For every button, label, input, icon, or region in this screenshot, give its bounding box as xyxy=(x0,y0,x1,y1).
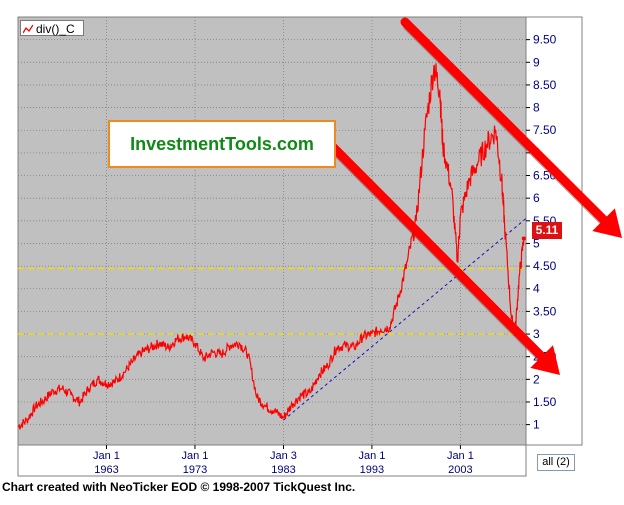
x-tick-label-year: 2003 xyxy=(448,464,472,476)
last-point xyxy=(521,236,526,241)
y-tick-label: 1 xyxy=(533,418,540,432)
y-tick-label: 8.50 xyxy=(533,78,557,92)
y-tick-label: 2 xyxy=(533,372,540,386)
x-tick-label-year: 1993 xyxy=(360,464,384,476)
y-tick-label: 1.50 xyxy=(533,395,557,409)
bottom-axis-panel xyxy=(17,444,527,477)
trend-line xyxy=(283,218,527,421)
y-tick-label: 6 xyxy=(533,191,540,205)
x-tick-label: Jan 1 xyxy=(182,450,209,462)
legend-line-icon xyxy=(22,22,34,34)
legend-label: div()_C xyxy=(36,22,75,36)
arrow-head xyxy=(530,345,560,375)
y-tick-label: 8 xyxy=(533,101,540,115)
x-tick-label-year: 1983 xyxy=(271,464,295,476)
x-tick-label: Jan 3 xyxy=(270,450,297,462)
last-value-badge: 5.11 xyxy=(532,222,562,239)
y-tick-label: 4.50 xyxy=(533,259,557,273)
legend: div()_C xyxy=(20,20,84,36)
x-tick-label: Jan 1 xyxy=(447,450,474,462)
y-tick-label: 3 xyxy=(533,327,540,341)
watermark-annotation: InvestmentTools.com xyxy=(108,120,336,168)
trend-arrows xyxy=(328,17,622,375)
series-line xyxy=(17,63,525,430)
x-tick-label-year: 1973 xyxy=(183,464,207,476)
trend-line-layer xyxy=(283,218,527,421)
trend-arrow xyxy=(328,142,560,375)
x-tick-label-year: 1963 xyxy=(94,464,118,476)
x-tick-label: Jan 1 xyxy=(93,450,120,462)
trend-arrow xyxy=(400,17,622,238)
credit-text: Chart created with NeoTicker EOD © 1998-… xyxy=(2,480,356,494)
x-tick-label: Jan 1 xyxy=(358,450,385,462)
y-tick-label: 9.50 xyxy=(533,33,557,47)
arrow-shaft xyxy=(328,142,547,362)
arrow-head xyxy=(592,208,622,238)
y-tick-label: 4 xyxy=(533,282,540,296)
y-tick-label: 7.50 xyxy=(533,123,557,137)
chart-frame xyxy=(17,16,527,446)
reference-lines xyxy=(18,267,526,335)
arrow-shaft xyxy=(400,17,609,225)
range-all-button[interactable]: all (2) xyxy=(537,454,575,471)
series-layer xyxy=(17,63,526,430)
y-tick-label: 5 xyxy=(533,236,540,250)
x-axis: Jan 1 1963 Jan 1 1973 Jan 3 1983 Jan 1 1993 Jan … xyxy=(93,445,474,476)
y-tick-label: 9 xyxy=(533,55,540,69)
y-tick-label: 3.50 xyxy=(533,304,557,318)
